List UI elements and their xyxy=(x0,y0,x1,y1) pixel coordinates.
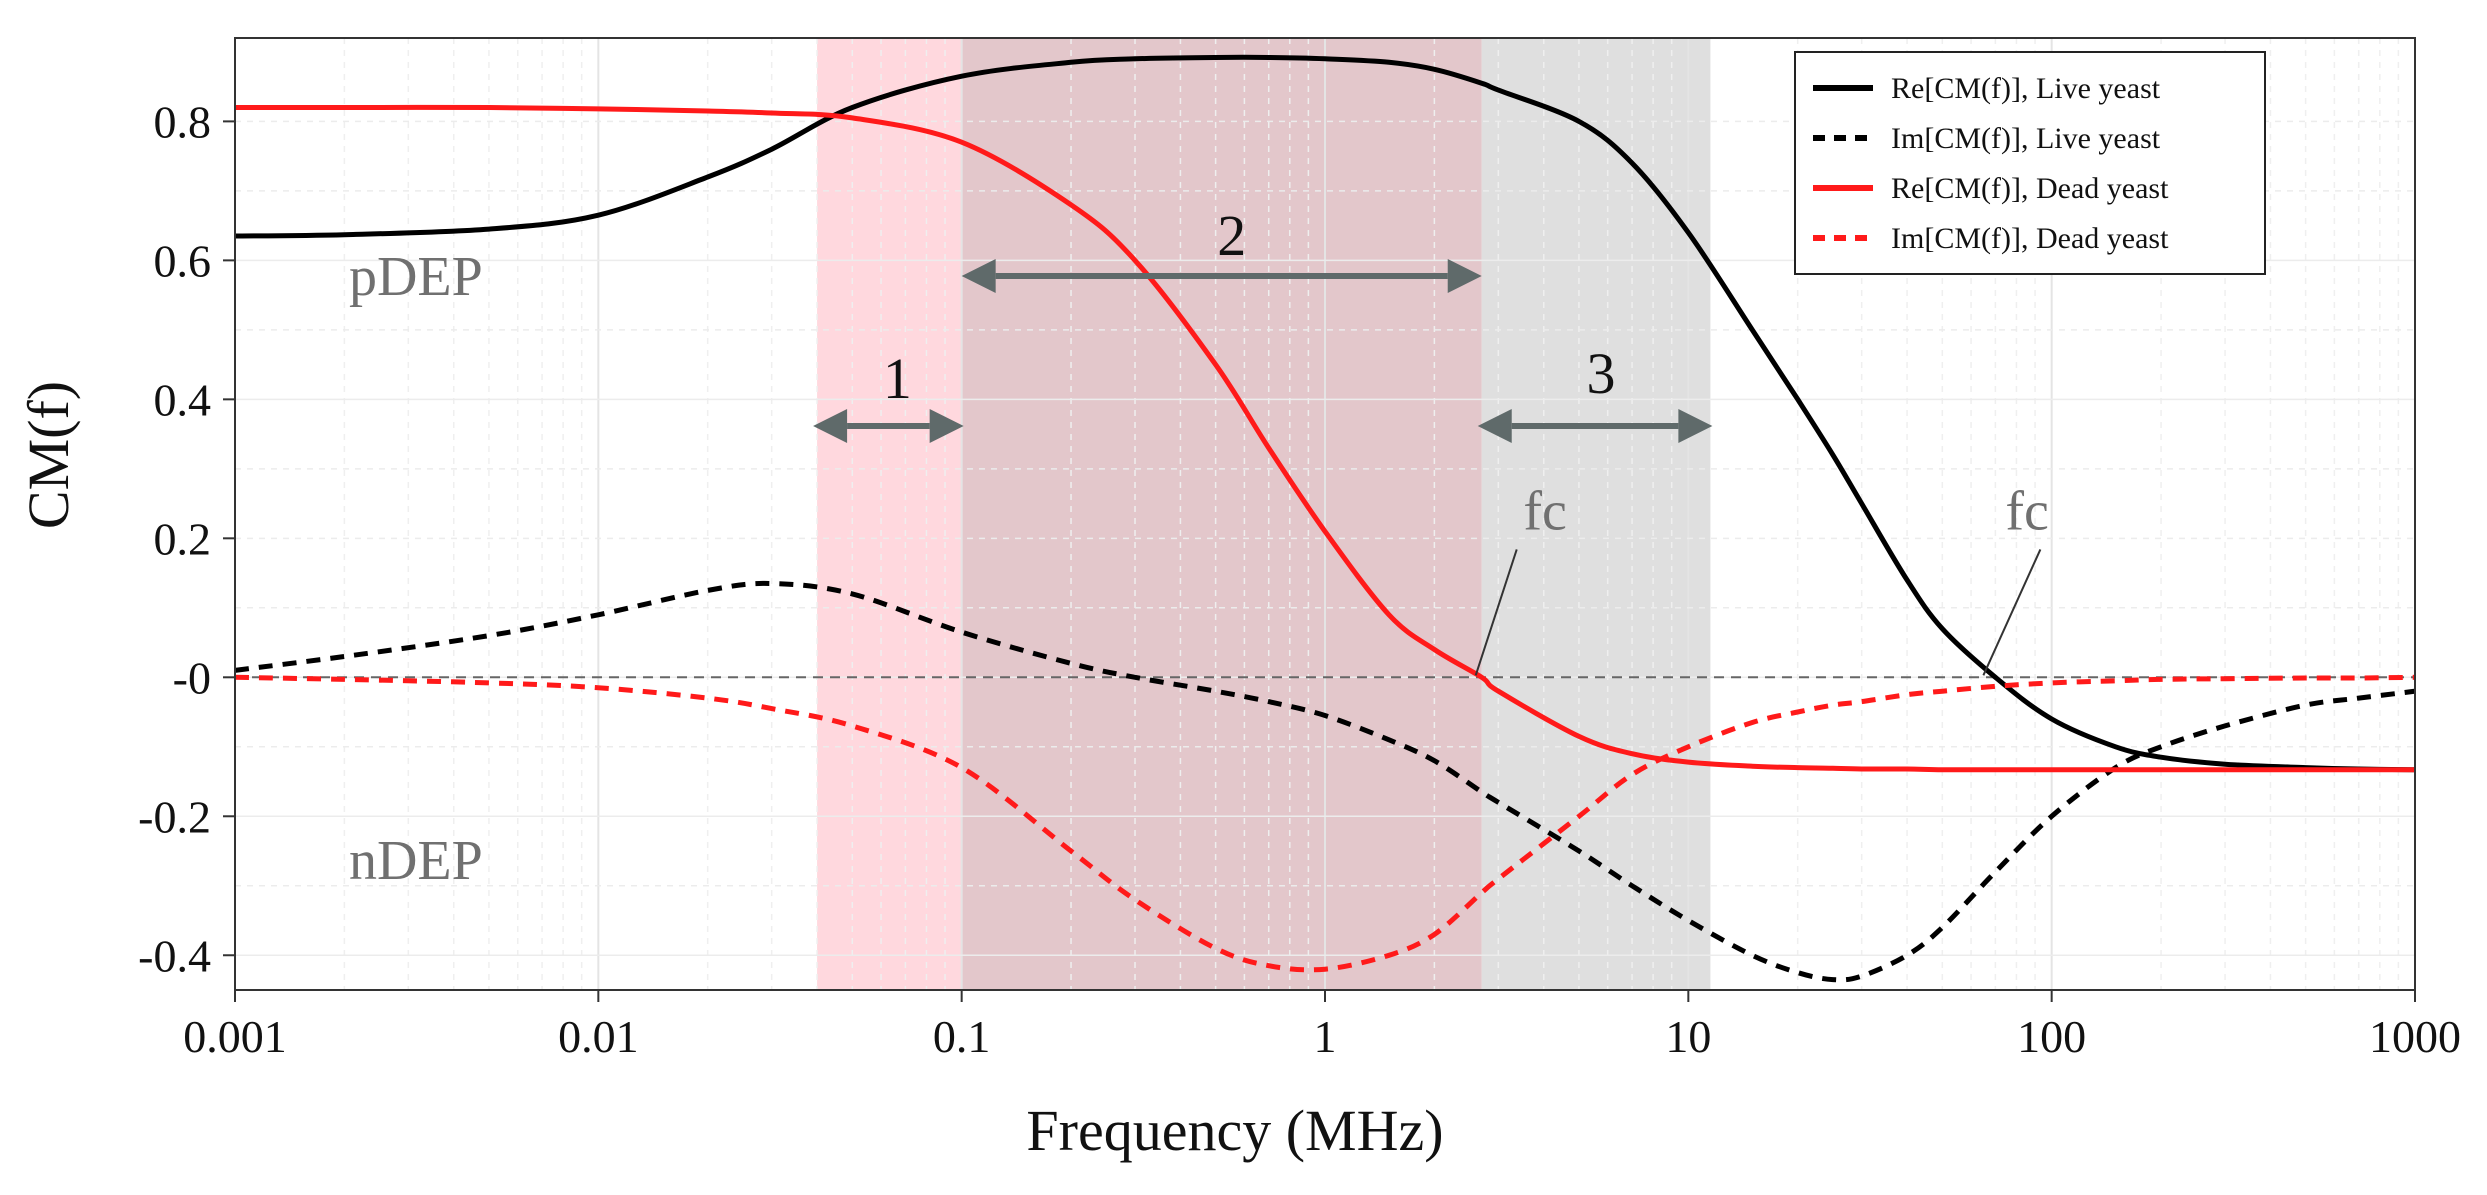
y-tick-label: 0.2 xyxy=(154,513,212,564)
legend-entry: Re[CM(f)], Live yeast xyxy=(1891,72,2161,105)
x-tick-label: 1000 xyxy=(2369,1011,2461,1062)
arrow-head-right xyxy=(1447,259,1482,293)
region-1-band xyxy=(817,38,962,990)
region-1-arrow xyxy=(813,409,964,443)
y-tick-label: -0.2 xyxy=(138,791,211,842)
axes: 0.001 0.01 0.1 1 10 100 1000 0.8 0.6 0.4 0.2 -0 -0.2… xyxy=(138,37,2461,1062)
series-re-dead-yeast xyxy=(235,104,2415,773)
series-im-dead-yeast xyxy=(234,674,2416,973)
region-1-label: 1 xyxy=(883,346,912,411)
x-tick-label: 0.01 xyxy=(558,1011,639,1062)
y-axis-label: CM(f) xyxy=(16,381,81,529)
data-series xyxy=(234,54,2416,983)
arrow-head-right xyxy=(1678,409,1713,443)
region-2-label: 2 xyxy=(1217,203,1246,268)
region-3-label: 3 xyxy=(1587,341,1616,406)
series-re-live-yeast xyxy=(234,54,2416,773)
legend: Re[CM(f)], Live yeast Im[CM(f)], Live yea… xyxy=(1794,51,2266,275)
x-axis-label: Frequency (MHz) xyxy=(1026,1098,1443,1163)
x-tick-label: 1 xyxy=(1314,1011,1337,1062)
legend-entry: Re[CM(f)], Dead yeast xyxy=(1891,172,2169,205)
y-tick-label: -0 xyxy=(173,652,211,703)
region-3-band xyxy=(1481,38,1711,990)
annotations: 2 1 3 pDEP nDEP fc fc xyxy=(349,203,2049,892)
arrow-head-left xyxy=(1477,409,1512,443)
legend-entry: Im[CM(f)], Live yeast xyxy=(1891,122,2161,155)
pdep-label: pDEP xyxy=(349,246,483,308)
legend-entry: Im[CM(f)], Dead yeast xyxy=(1891,222,2169,255)
y-tick-label: -0.4 xyxy=(138,930,211,981)
region-3-arrow xyxy=(1477,409,1713,443)
x-tick-label: 10 xyxy=(1665,1011,1711,1062)
arrow-head-left xyxy=(961,259,996,293)
region-2-band xyxy=(961,38,1482,990)
y-tick-label: 0.4 xyxy=(154,374,212,425)
x-tick-label: 0.1 xyxy=(933,1011,991,1062)
y-tick-label: 0.8 xyxy=(154,96,212,147)
x-tick-label: 0.001 xyxy=(183,1011,287,1062)
x-tick-label: 100 xyxy=(2017,1011,2086,1062)
legend-box xyxy=(1794,51,2266,275)
fc-live-leader xyxy=(1982,549,2042,676)
series-im-live-yeast xyxy=(234,580,2416,983)
fc-live-label: fc xyxy=(2005,480,2049,542)
region-2-arrow xyxy=(961,259,1482,293)
fc-dead-label: fc xyxy=(1523,480,1567,542)
y-tick-label: 0.6 xyxy=(154,235,212,286)
arrow-head-left xyxy=(813,409,848,443)
fc-dead-leader xyxy=(1474,549,1518,676)
ndep-label: nDEP xyxy=(349,830,483,892)
arrow-head-right xyxy=(929,409,964,443)
